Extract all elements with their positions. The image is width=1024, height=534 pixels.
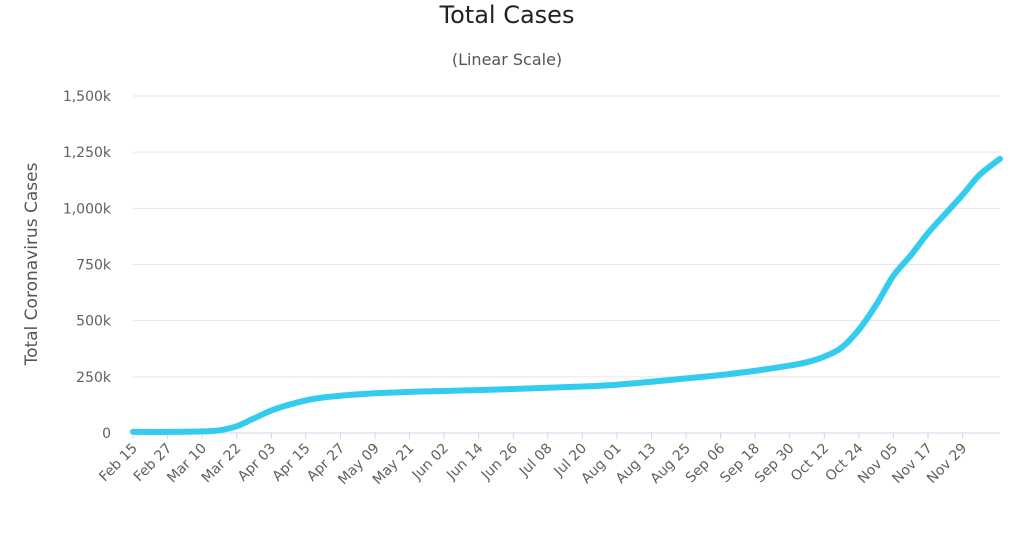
- x-tick-label: Apr 03: [235, 441, 279, 485]
- data-point: [268, 408, 274, 413]
- data-point: [320, 395, 326, 400]
- chart-subtitle: (Linear Scale): [452, 50, 562, 69]
- total-cases-line: [130, 155, 1003, 435]
- data-point: [165, 429, 171, 435]
- data-point: [407, 389, 412, 395]
- y-tick-label: 1,000k: [63, 201, 112, 217]
- data-point: [925, 230, 931, 236]
- data-point: [510, 386, 516, 392]
- data-point: [908, 253, 914, 258]
- data-point: [942, 211, 948, 217]
- y-tick-labels: 0 250k 500k 750k 1,000k 1,250k 1,500k: [63, 89, 112, 442]
- data-point: [856, 327, 862, 333]
- series-layer: [130, 155, 1003, 435]
- data-point: [545, 385, 551, 391]
- x-tick-label: Jun 26: [478, 440, 521, 483]
- data-point: [960, 192, 966, 198]
- data-point: [251, 415, 257, 421]
- data-point: [683, 375, 689, 381]
- data-point: [476, 387, 482, 393]
- y-axis-label: Total Coronavirus Cases: [22, 162, 42, 366]
- data-point: [234, 423, 240, 429]
- y-tick-label: 250k: [76, 370, 112, 386]
- data-point: [997, 156, 1003, 162]
- data-point: [718, 372, 724, 378]
- y-tick-label: 1,250k: [63, 145, 112, 161]
- data-point: [199, 428, 205, 434]
- data-point: [216, 427, 222, 433]
- y-tick-label: 1,500k: [63, 89, 112, 105]
- data-point: [752, 368, 758, 374]
- data-point: [787, 363, 793, 369]
- chart-title: Total Cases: [439, 1, 575, 29]
- data-point: [890, 273, 896, 279]
- x-tick-label: Apr 15: [269, 441, 313, 485]
- data-point: [873, 302, 879, 308]
- data-point: [337, 393, 343, 399]
- data-point: [614, 382, 620, 388]
- data-point: [977, 172, 983, 178]
- y-tick-label: 0: [102, 426, 111, 442]
- data-point: [286, 402, 291, 408]
- data-point: [441, 388, 447, 394]
- data-point: [303, 397, 309, 403]
- data-point: [372, 390, 378, 396]
- data-point: [579, 384, 585, 389]
- data-point: [804, 359, 810, 365]
- data-point: [355, 391, 361, 397]
- y-tick-label: 750k: [76, 258, 112, 274]
- x-tick-label: Jun 14: [443, 440, 486, 483]
- x-tick-label: Sep 30: [752, 441, 798, 487]
- data-point: [130, 429, 136, 435]
- x-tick-label: Jun 02: [409, 441, 452, 484]
- x-tick-label: Jul 08: [516, 441, 556, 481]
- y-tick-label: 500k: [76, 314, 112, 330]
- data-point: [839, 345, 845, 351]
- grid-lines: [133, 95, 1000, 378]
- x-tick-label: Mar 22: [199, 441, 245, 487]
- x-tick-label: Oct 12: [788, 441, 832, 485]
- data-point: [821, 354, 827, 360]
- data-point: [649, 379, 654, 385]
